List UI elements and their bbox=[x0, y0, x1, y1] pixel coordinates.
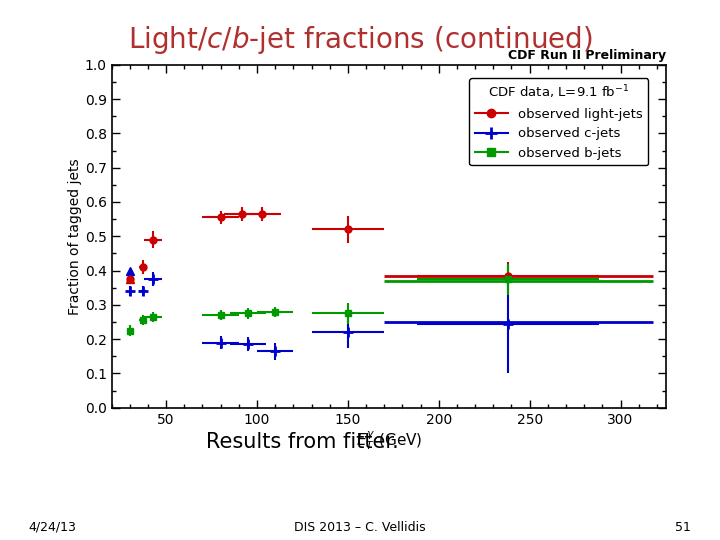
X-axis label: $E_T^{\gamma}$ (GeV): $E_T^{\gamma}$ (GeV) bbox=[356, 429, 422, 452]
Text: Results from fitter.: Results from fitter. bbox=[206, 432, 399, 452]
Y-axis label: Fraction of tagged jets: Fraction of tagged jets bbox=[68, 158, 82, 315]
Text: DIS 2013 – C. Vellidis: DIS 2013 – C. Vellidis bbox=[294, 521, 426, 534]
Text: 4/24/13: 4/24/13 bbox=[29, 521, 76, 534]
Legend: observed light-jets, observed c-jets, observed b-jets: observed light-jets, observed c-jets, ob… bbox=[469, 78, 648, 165]
Text: 51: 51 bbox=[675, 521, 691, 534]
Text: Light/$c$/$b$-jet fractions (continued): Light/$c$/$b$-jet fractions (continued) bbox=[127, 24, 593, 56]
Text: CDF Run II Preliminary: CDF Run II Preliminary bbox=[508, 49, 666, 62]
